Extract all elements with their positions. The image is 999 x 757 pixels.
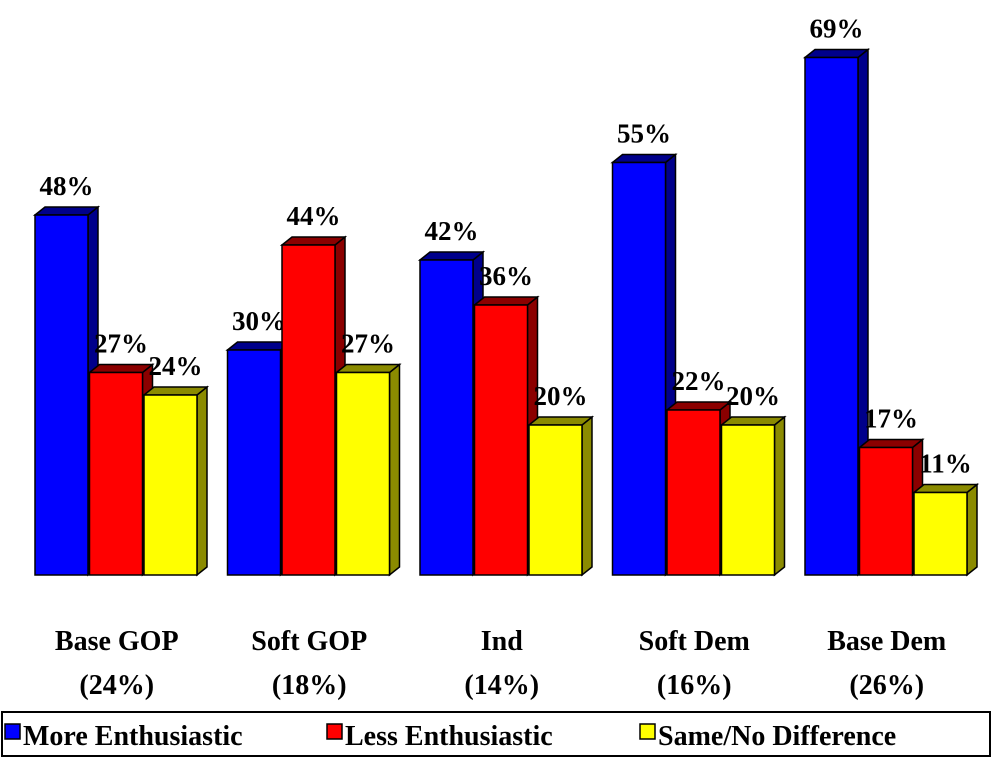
- data-label: 36%: [479, 261, 533, 291]
- bar-top: [472, 296, 540, 306]
- bar: [226, 349, 282, 576]
- bar: [528, 424, 583, 576]
- legend-swatch: [4, 723, 21, 740]
- bar-top: [32, 206, 101, 216]
- data-label: 55%: [617, 119, 671, 149]
- x-tick-label: Ind: [481, 626, 523, 657]
- bar: [804, 56, 859, 576]
- bar: [666, 409, 721, 576]
- bar-top: [664, 401, 733, 411]
- data-label: 20%: [534, 381, 588, 411]
- bar-top: [610, 153, 678, 164]
- data-label: 20%: [726, 381, 780, 411]
- x-tick-label: (26%): [849, 670, 924, 701]
- data-label: 44%: [287, 201, 341, 231]
- legend-label: More Enthusiastic: [23, 721, 243, 752]
- data-label: 22%: [672, 366, 726, 396]
- bar: [611, 161, 667, 576]
- bar-side: [773, 415, 786, 577]
- bar: [419, 259, 474, 576]
- bar: [88, 371, 144, 576]
- bar-top: [334, 363, 402, 374]
- legend-label: Less Enthusiastic: [345, 721, 553, 752]
- bar-top: [87, 363, 155, 374]
- bar-side: [581, 415, 593, 577]
- x-tick-label: (18%): [272, 670, 347, 701]
- bar: [720, 424, 776, 576]
- x-tick-label: (24%): [79, 670, 154, 701]
- data-label: 42%: [425, 216, 479, 246]
- bar-side: [966, 482, 978, 577]
- bar-top: [719, 416, 787, 426]
- bar-top: [417, 251, 486, 261]
- x-tick-label: Soft GOP: [251, 626, 367, 657]
- bar-top: [225, 341, 293, 351]
- bar: [34, 214, 89, 576]
- data-label: 17%: [864, 404, 918, 434]
- bar: [143, 394, 198, 576]
- data-label: 48%: [40, 171, 94, 201]
- bar: [913, 491, 968, 576]
- legend-label: Same/No Difference: [658, 721, 896, 752]
- bar-top: [857, 438, 925, 449]
- bar: [281, 244, 336, 576]
- bar-top: [141, 386, 210, 396]
- bar-side: [388, 362, 401, 577]
- legend-box: [1, 711, 991, 757]
- data-label: 27%: [341, 329, 395, 359]
- bar-top: [279, 236, 348, 246]
- bar: [858, 446, 914, 576]
- data-label: 30%: [232, 306, 286, 336]
- legend-swatch: [326, 723, 343, 740]
- x-tick-label: (14%): [464, 670, 539, 701]
- bar-top: [911, 483, 980, 494]
- x-tick-label: (16%): [657, 670, 732, 701]
- bar: [335, 371, 391, 576]
- x-tick-label: Base GOP: [55, 626, 179, 657]
- data-label: 24%: [149, 351, 203, 381]
- bar-top: [526, 416, 595, 426]
- bar-top: [802, 48, 871, 59]
- legend-swatch: [639, 723, 656, 740]
- data-label: 27%: [94, 329, 148, 359]
- data-label: 69%: [810, 14, 864, 44]
- bar-side: [196, 385, 208, 577]
- data-label: 11%: [919, 449, 972, 479]
- bar: [473, 304, 529, 576]
- x-tick-label: Soft Dem: [639, 626, 750, 657]
- x-tick-label: Base Dem: [827, 626, 946, 657]
